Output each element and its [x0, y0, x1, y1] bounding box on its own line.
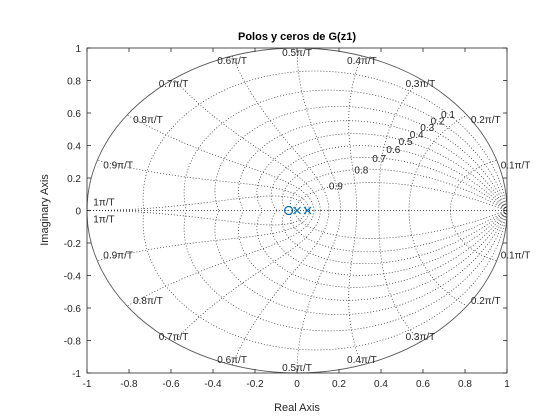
frequency-label: 0.3π/T	[406, 79, 436, 90]
frequency-label: 0.5π/T	[282, 48, 312, 59]
frequency-curve	[450, 159, 497, 211]
x-tick-label: 1	[504, 379, 510, 390]
damping-label: 0.9	[329, 182, 343, 193]
frequency-curve	[296, 210, 341, 374]
damping-label: 0.8	[354, 165, 368, 176]
frequency-curve	[231, 55, 330, 211]
x-tick-label: -0.2	[246, 379, 264, 390]
pole-stroke	[293, 206, 301, 215]
zero-marker	[284, 205, 294, 216]
frequency-curve	[378, 210, 421, 343]
damping-curve	[281, 210, 508, 265]
damping-curve	[290, 168, 508, 211]
y-axis-label: Imaginary Axis	[39, 174, 51, 246]
frequency-label: 0.4π/T	[347, 355, 377, 366]
x-tick-label: 0.8	[458, 379, 472, 390]
x-tick-label: 0.2	[332, 379, 346, 390]
x-tick-label: -0.8	[120, 379, 138, 390]
frequency-label: 0.1π/T	[501, 251, 531, 262]
y-tick-label: -0.6	[64, 304, 82, 315]
axes-box	[86, 47, 508, 374]
damping-label: 0.1	[441, 110, 455, 121]
frequency-curve	[97, 210, 310, 262]
damping-label: 0.2	[431, 117, 445, 128]
y-tick-label: -0.4	[64, 272, 82, 283]
damping-curve	[270, 210, 508, 276]
x-tick-label: 0.4	[374, 379, 388, 390]
frequency-label: 0.4π/T	[347, 56, 377, 67]
damping-curve	[281, 156, 508, 211]
frequency-label: 0.6π/T	[217, 56, 247, 67]
frequency-label: 0.2π/T	[471, 115, 501, 126]
axis-ticks: -1 -0.8 -0.6 -0.4 -0.2 0 0.2 0.4 0.6 0.8 110.80.60…	[64, 44, 510, 390]
damping-curve	[183, 89, 508, 211]
frequency-label: 0.2π/T	[471, 296, 501, 307]
frequency-curve	[126, 114, 315, 211]
damping-curve	[142, 210, 508, 351]
y-tick-label: 0.4	[67, 142, 81, 153]
y-tick-label: 0.6	[67, 109, 81, 120]
y-tick-label: 1	[75, 44, 81, 55]
y-tick-label: 0.2	[67, 174, 81, 185]
damping-curve	[238, 210, 508, 301]
frequency-label: 0.9π/T	[103, 251, 133, 262]
frequency-curve	[173, 210, 321, 343]
frequency-label: 0.5π/T	[282, 363, 312, 374]
y-tick-label: 0	[75, 207, 81, 218]
frequency-label: 0.1π/T	[501, 160, 531, 171]
y-tick-label: -0.2	[64, 239, 82, 250]
damping-curve	[238, 120, 508, 211]
damping-curve	[290, 210, 508, 253]
x-tick-label: 0.6	[416, 379, 430, 390]
damping-curve	[183, 210, 508, 332]
frequency-curve	[348, 210, 363, 366]
frequency-curve	[378, 78, 421, 211]
frequency-label: 0.7π/T	[159, 79, 189, 90]
x-tick-label: -0.4	[204, 379, 222, 390]
damping-label: 0.5	[399, 137, 413, 148]
damping-curve	[142, 70, 508, 211]
frequency-label: 1π/T	[93, 198, 114, 209]
frequency-curve	[173, 78, 321, 211]
frequency-curve	[97, 159, 310, 211]
x-tick-label: -0.6	[162, 379, 180, 390]
frequency-label: 0.8π/T	[133, 296, 163, 307]
frequency-label: 0.6π/T	[217, 355, 247, 366]
damping-label: 0.6	[386, 145, 400, 156]
y-tick-label: -0.8	[64, 337, 82, 348]
x-tick-label: -1	[83, 379, 92, 390]
damping-label: 0.3	[420, 123, 434, 134]
pole-marker	[293, 206, 301, 215]
frequency-label: 0.3π/T	[406, 332, 436, 343]
frequency-curve	[450, 210, 497, 262]
zgrid-layer: 0.10.20.30.40.50.60.7 0.8 0.9 0.1π/T 0.1π/T 0…	[86, 47, 531, 374]
pole-marker	[303, 206, 312, 215]
frequency-label: 1π/T	[93, 215, 114, 226]
frequency-curve	[86, 195, 307, 211]
frequency-curve	[231, 210, 330, 366]
damping-label: 0.4	[410, 130, 424, 141]
frequency-label: 0.8π/T	[133, 115, 163, 126]
frequency-curve	[86, 210, 307, 226]
pole-stroke	[303, 206, 312, 215]
y-tick-label: -1	[72, 369, 81, 380]
damping-curve	[270, 145, 508, 211]
pole-zero-marks	[284, 205, 312, 216]
damping-label: 0.7	[372, 154, 386, 165]
y-tick-label: 0.8	[67, 77, 81, 88]
x-tick-label: 0	[294, 379, 300, 390]
frequency-curve	[296, 47, 341, 211]
frequency-curve	[348, 55, 363, 211]
chart-title: Polos y ceros de G(z1)	[238, 31, 356, 43]
frequency-curve	[126, 210, 315, 307]
frequency-label: 0.7π/T	[159, 332, 189, 343]
frequency-label: 0.9π/T	[103, 160, 133, 171]
x-axis-label: Real Axis	[274, 402, 320, 414]
